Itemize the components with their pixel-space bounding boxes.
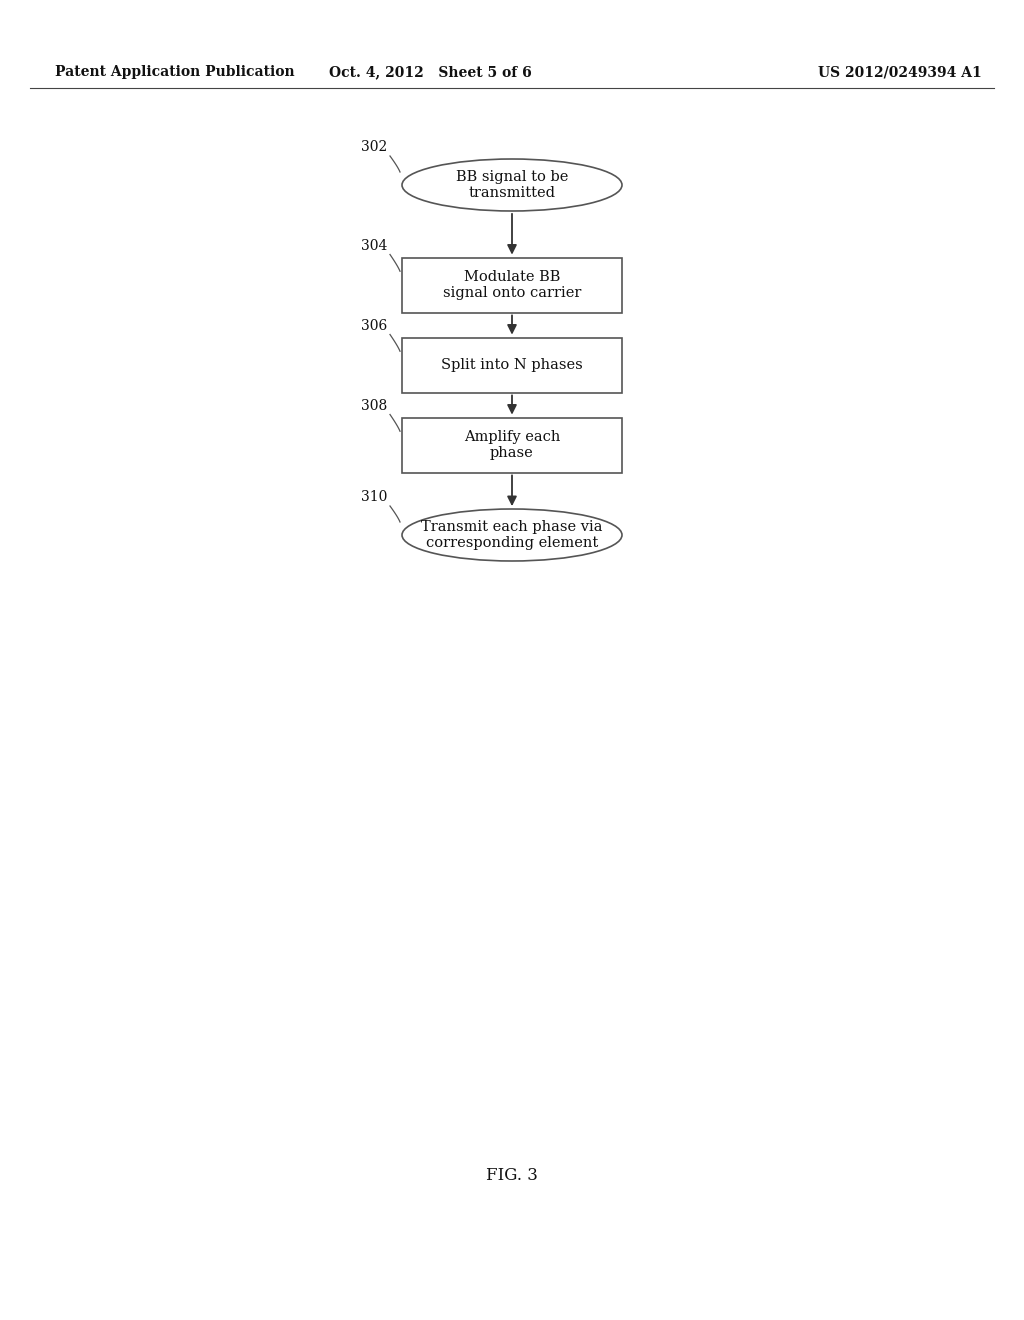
- Text: Patent Application Publication: Patent Application Publication: [55, 65, 295, 79]
- Text: 302: 302: [360, 140, 387, 154]
- Text: Split into N phases: Split into N phases: [441, 358, 583, 372]
- Text: FIG. 3: FIG. 3: [486, 1167, 538, 1184]
- Text: 306: 306: [360, 318, 387, 333]
- Text: BB signal to be
transmitted: BB signal to be transmitted: [456, 170, 568, 201]
- Text: US 2012/0249394 A1: US 2012/0249394 A1: [818, 65, 982, 79]
- Text: 304: 304: [360, 239, 387, 252]
- Text: Amplify each
phase: Amplify each phase: [464, 430, 560, 461]
- Ellipse shape: [402, 158, 622, 211]
- Ellipse shape: [402, 510, 622, 561]
- Text: Transmit each phase via
corresponding element: Transmit each phase via corresponding el…: [421, 520, 603, 550]
- Bar: [402, 338, 622, 392]
- Text: 310: 310: [360, 490, 387, 504]
- Text: 308: 308: [360, 399, 387, 412]
- Bar: [402, 417, 622, 473]
- Text: Oct. 4, 2012   Sheet 5 of 6: Oct. 4, 2012 Sheet 5 of 6: [329, 65, 531, 79]
- Text: Modulate BB
signal onto carrier: Modulate BB signal onto carrier: [442, 269, 582, 300]
- Bar: [402, 257, 622, 313]
